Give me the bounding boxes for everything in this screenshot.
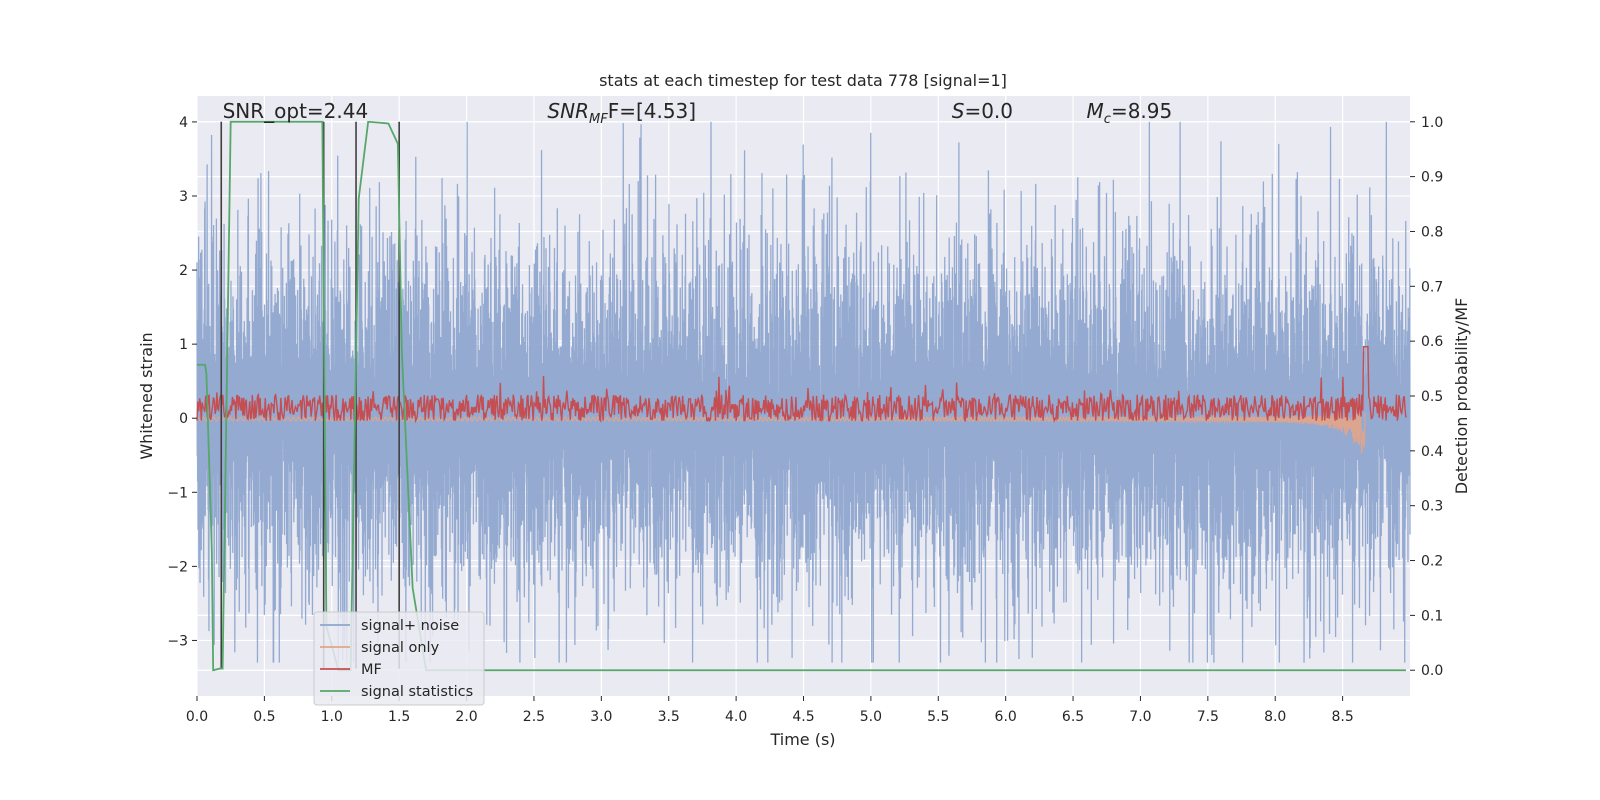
y-right-tick-label: 1.0	[1421, 115, 1443, 131]
x-tick-label: 5.0	[860, 709, 882, 725]
x-tick-label: 7.0	[1129, 709, 1151, 725]
annotation-2: S=0.0	[952, 99, 1013, 123]
x-axis-label: Time (s)	[769, 730, 835, 749]
legend-label: signal only	[361, 640, 440, 656]
axis-ticks: 0.0 0.5 1.0 1.5 2.0 2.5 3.0 3.5 4.0 4.5 5.0 5.5 6.0 6…	[167, 115, 1443, 725]
x-tick-label: 3.5	[658, 709, 680, 725]
y-left-tick-label: −1	[167, 485, 188, 501]
x-tick-label: 6.5	[1062, 709, 1084, 725]
chart-title: stats at each timestep for test data 778…	[599, 71, 1007, 90]
x-tick-label: 2.0	[455, 709, 477, 725]
x-tick-label: 2.5	[523, 709, 545, 725]
annotation-0: SNR_opt=2.44	[223, 99, 369, 123]
annotation-1: SNRMFF=[4.53]	[547, 99, 696, 127]
x-tick-label: 1.5	[388, 709, 410, 725]
x-tick-label: 4.0	[725, 709, 747, 725]
x-tick-label: 1.0	[321, 709, 343, 725]
y-right-tick-label: 0.4	[1421, 444, 1443, 460]
annotations: SNR_opt=2.44 SNRMFF=[4.53] S=0.0 Mc=8.95	[223, 99, 1173, 127]
x-tick-label: 5.5	[927, 709, 949, 725]
x-tick-label: 3.0	[590, 709, 612, 725]
y-right-tick-label: 0.7	[1421, 279, 1443, 295]
y-right-tick-label: 0.2	[1421, 554, 1443, 570]
y-left-tick-label: −2	[167, 559, 188, 575]
legend-label: signal statistics	[361, 684, 473, 700]
legend: signal+ noise signal only MF signal statist…	[313, 611, 485, 706]
legend-label: signal+ noise	[361, 618, 459, 634]
y-left-tick-label: −3	[167, 633, 188, 649]
y-right-tick-label: 0.8	[1421, 224, 1443, 240]
y-right-tick-label: 0.5	[1421, 389, 1443, 405]
annotation-3: Mc=8.95	[1087, 99, 1173, 127]
x-tick-label: 6.0	[995, 709, 1017, 725]
x-tick-label: 8.0	[1264, 709, 1286, 725]
x-tick-label: 7.5	[1197, 709, 1219, 725]
signal-only-line	[196, 405, 1366, 454]
y-left-tick-label: 0	[179, 411, 188, 427]
y-right-tick-label: 0.3	[1421, 499, 1443, 515]
legend-label: MF	[361, 662, 382, 678]
x-tick-label: 8.5	[1331, 709, 1353, 725]
legend-box	[313, 611, 485, 706]
y-right-tick-label: 0.0	[1421, 663, 1443, 679]
x-tick-label: 0.0	[186, 709, 208, 725]
x-tick-label: 0.5	[253, 709, 275, 725]
y-left-tick-label: 3	[179, 189, 188, 205]
x-tick-label: 4.5	[792, 709, 814, 725]
y-left-tick-label: 1	[179, 337, 188, 353]
y-right-tick-label: 0.1	[1421, 608, 1443, 624]
y-right-tick-label: 0.6	[1421, 334, 1443, 350]
y-axis-label-right: Detection probability/MF	[1452, 298, 1471, 495]
signal-only-series	[196, 405, 1366, 454]
y-axis-label-left: Whitened strain	[137, 332, 156, 459]
y-left-tick-label: 4	[179, 115, 188, 131]
y-left-tick-label: 2	[179, 263, 188, 279]
y-right-tick-label: 0.9	[1421, 170, 1443, 186]
